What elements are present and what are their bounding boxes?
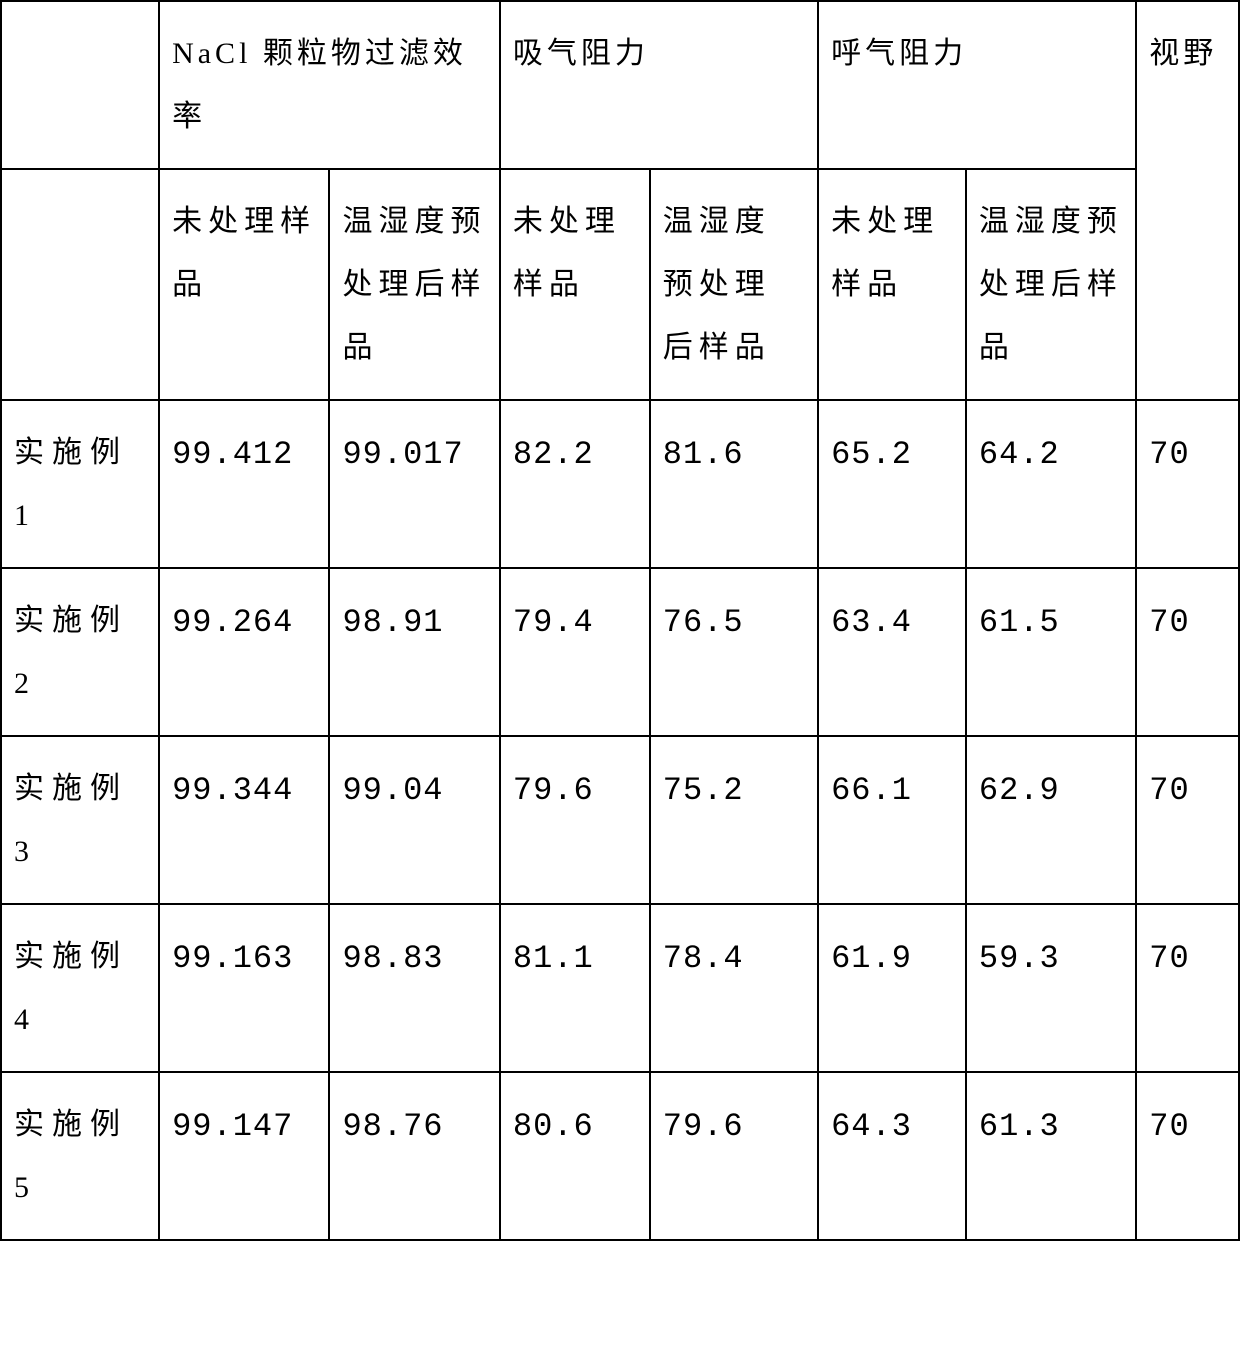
cell-value: 99.017: [329, 400, 499, 568]
cell-value: 66.1: [818, 736, 966, 904]
cell-value: 80.6: [500, 1072, 650, 1240]
row-label: 实施例1: [1, 400, 159, 568]
cell-value: 63.4: [818, 568, 966, 736]
header-nacl: NaCl 颗粒物过滤效率: [159, 1, 500, 169]
cell-value: 79.6: [650, 1072, 818, 1240]
cell-value: 79.4: [500, 568, 650, 736]
subheader-6: 温湿度预处理后样品: [966, 169, 1136, 400]
table-row: 实施例1 99.412 99.017 82.2 81.6 65.2 64.2 7…: [1, 400, 1239, 568]
row-label: 实施例4: [1, 904, 159, 1072]
cell-value: 61.9: [818, 904, 966, 1072]
row-label: 实施例5: [1, 1072, 159, 1240]
cell-value: 70: [1136, 568, 1239, 736]
cell-value: 61.3: [966, 1072, 1136, 1240]
cell-value: 82.2: [500, 400, 650, 568]
cell-value: 99.264: [159, 568, 329, 736]
cell-value: 99.344: [159, 736, 329, 904]
row-label: 实施例2: [1, 568, 159, 736]
cell-value: 65.2: [818, 400, 966, 568]
data-table-container: NaCl 颗粒物过滤效率 吸气阻力 呼气阻力 视野 未处理样品 温湿度预处理后样…: [0, 0, 1240, 1241]
header-blank-2: [1, 169, 159, 400]
row-label: 实施例3: [1, 736, 159, 904]
table-row: 实施例2 99.264 98.91 79.4 76.5 63.4 61.5 70: [1, 568, 1239, 736]
cell-value: 70: [1136, 1072, 1239, 1240]
cell-value: 64.3: [818, 1072, 966, 1240]
cell-value: 61.5: [966, 568, 1136, 736]
header-row-2: 未处理样品 温湿度预处理后样品 未处理样品 温湿度预处理后样品 未处理样品 温湿…: [1, 169, 1239, 400]
table-row: 实施例4 99.163 98.83 81.1 78.4 61.9 59.3 70: [1, 904, 1239, 1072]
cell-value: 70: [1136, 400, 1239, 568]
header-blank-1: [1, 1, 159, 169]
cell-value: 99.147: [159, 1072, 329, 1240]
header-row-1: NaCl 颗粒物过滤效率 吸气阻力 呼气阻力 视野: [1, 1, 1239, 169]
cell-value: 99.04: [329, 736, 499, 904]
cell-value: 70: [1136, 904, 1239, 1072]
subheader-5: 未处理样品: [818, 169, 966, 400]
cell-value: 76.5: [650, 568, 818, 736]
subheader-2: 温湿度预处理后样品: [329, 169, 499, 400]
table-row: 实施例5 99.147 98.76 80.6 79.6 64.3 61.3 70: [1, 1072, 1239, 1240]
data-table: NaCl 颗粒物过滤效率 吸气阻力 呼气阻力 视野 未处理样品 温湿度预处理后样…: [0, 0, 1240, 1241]
cell-value: 81.1: [500, 904, 650, 1072]
header-exhale: 呼气阻力: [818, 1, 1136, 169]
cell-value: 98.91: [329, 568, 499, 736]
header-vision: 视野: [1136, 1, 1239, 400]
cell-value: 64.2: [966, 400, 1136, 568]
cell-value: 98.76: [329, 1072, 499, 1240]
subheader-3: 未处理样品: [500, 169, 650, 400]
cell-value: 78.4: [650, 904, 818, 1072]
cell-value: 99.412: [159, 400, 329, 568]
cell-value: 98.83: [329, 904, 499, 1072]
cell-value: 75.2: [650, 736, 818, 904]
cell-value: 99.163: [159, 904, 329, 1072]
cell-value: 70: [1136, 736, 1239, 904]
header-inhale: 吸气阻力: [500, 1, 818, 169]
cell-value: 59.3: [966, 904, 1136, 1072]
cell-value: 62.9: [966, 736, 1136, 904]
cell-value: 81.6: [650, 400, 818, 568]
cell-value: 79.6: [500, 736, 650, 904]
subheader-1: 未处理样品: [159, 169, 329, 400]
subheader-4: 温湿度预处理后样品: [650, 169, 818, 400]
table-row: 实施例3 99.344 99.04 79.6 75.2 66.1 62.9 70: [1, 736, 1239, 904]
